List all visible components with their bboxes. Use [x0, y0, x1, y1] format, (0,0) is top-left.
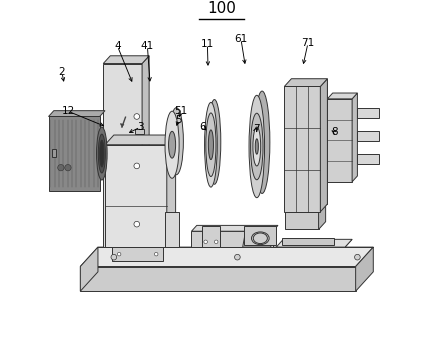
Ellipse shape: [251, 113, 263, 180]
Text: 41: 41: [141, 41, 154, 51]
Text: 100: 100: [207, 1, 236, 16]
Bar: [358, 108, 379, 118]
Text: 8: 8: [331, 127, 338, 137]
Polygon shape: [327, 99, 352, 182]
Ellipse shape: [169, 108, 183, 175]
Polygon shape: [319, 204, 326, 229]
Polygon shape: [320, 79, 327, 212]
Polygon shape: [327, 93, 358, 99]
Polygon shape: [165, 212, 179, 247]
Polygon shape: [112, 247, 163, 261]
Polygon shape: [191, 226, 278, 231]
Ellipse shape: [165, 111, 179, 178]
Ellipse shape: [253, 127, 260, 166]
Polygon shape: [105, 135, 175, 145]
Ellipse shape: [206, 113, 216, 176]
Circle shape: [58, 164, 64, 171]
Bar: [52, 149, 56, 157]
Polygon shape: [276, 239, 352, 247]
Circle shape: [134, 221, 140, 227]
Circle shape: [65, 164, 71, 171]
Polygon shape: [120, 124, 124, 127]
Polygon shape: [103, 56, 149, 64]
Circle shape: [134, 163, 140, 169]
Circle shape: [214, 240, 218, 244]
Circle shape: [204, 240, 207, 244]
Text: 6: 6: [199, 122, 206, 132]
Polygon shape: [49, 111, 105, 116]
Ellipse shape: [208, 130, 214, 160]
Bar: [358, 154, 379, 164]
Text: 3: 3: [137, 122, 144, 132]
Polygon shape: [167, 135, 175, 247]
Circle shape: [117, 252, 121, 256]
Polygon shape: [80, 247, 373, 267]
Ellipse shape: [205, 102, 217, 187]
Bar: [135, 129, 144, 134]
Text: 51: 51: [174, 106, 187, 116]
Text: 71: 71: [301, 38, 315, 48]
Polygon shape: [103, 64, 142, 247]
Ellipse shape: [97, 127, 107, 180]
Polygon shape: [356, 247, 373, 291]
Polygon shape: [345, 239, 352, 247]
Circle shape: [111, 254, 117, 260]
Text: 12: 12: [61, 106, 74, 116]
Text: 4: 4: [114, 41, 120, 51]
Circle shape: [234, 254, 240, 260]
Ellipse shape: [100, 140, 104, 167]
Ellipse shape: [249, 95, 264, 198]
Bar: [245, 226, 276, 245]
Text: 11: 11: [201, 39, 214, 49]
Bar: [281, 238, 334, 245]
Polygon shape: [352, 93, 358, 182]
Ellipse shape: [253, 233, 268, 244]
Text: 61: 61: [234, 34, 248, 44]
Ellipse shape: [168, 131, 175, 158]
Text: 5: 5: [175, 115, 182, 125]
Ellipse shape: [252, 232, 269, 245]
Polygon shape: [49, 116, 100, 191]
Polygon shape: [80, 247, 98, 291]
Polygon shape: [291, 79, 327, 204]
Polygon shape: [105, 145, 167, 247]
Circle shape: [134, 114, 140, 119]
Polygon shape: [243, 228, 271, 247]
Polygon shape: [142, 56, 149, 247]
Polygon shape: [285, 212, 319, 229]
Polygon shape: [191, 231, 273, 247]
Polygon shape: [284, 86, 320, 212]
Ellipse shape: [208, 100, 221, 184]
Ellipse shape: [98, 134, 105, 173]
Bar: [358, 131, 379, 141]
Ellipse shape: [255, 139, 258, 154]
Circle shape: [354, 254, 360, 260]
Circle shape: [155, 252, 158, 256]
Polygon shape: [284, 79, 327, 86]
Polygon shape: [80, 267, 356, 291]
Ellipse shape: [254, 91, 270, 193]
Text: 7: 7: [253, 124, 260, 134]
Polygon shape: [202, 226, 220, 247]
Text: 2: 2: [58, 67, 65, 77]
